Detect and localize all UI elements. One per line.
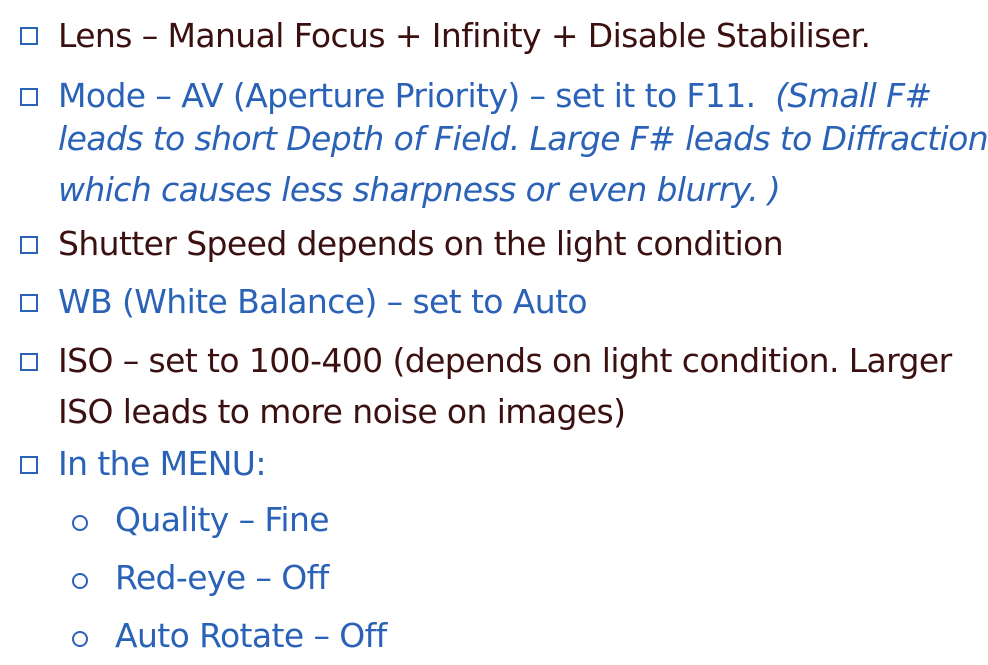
bullet-menu-text: In the MENU:: [58, 444, 266, 483]
circle-bullet-icon: [72, 573, 88, 589]
bullet-lens-text: Lens – Manual Focus + Infinity + Disable…: [58, 16, 871, 55]
bullet-mode-line1: Mode – AV (Aperture Priority) – set it t…: [58, 76, 932, 116]
menu-item-auto-rotate-text: Auto Rotate – Off: [115, 616, 387, 655]
menu-item-quality-text: Quality – Fine: [115, 500, 330, 539]
bullet-mode-note-line2: leads to short Depth of Field. Large F# …: [58, 119, 988, 158]
bullet-wb-text: WB (White Balance) – set to Auto: [58, 282, 588, 321]
checkbox-square-icon: [20, 353, 38, 371]
bullet-shutter-text: Shutter Speed depends on the light condi…: [58, 224, 784, 263]
menu-item-red-eye-text: Red-eye – Off: [115, 558, 329, 597]
checkbox-square-icon: [20, 236, 38, 254]
bullet-iso-line2: ISO leads to more noise on images): [58, 392, 626, 431]
bullet-mode-note-line3: which causes less sharpness or even blur…: [58, 170, 781, 209]
bullet-mode-note-start: (Small F#: [775, 76, 932, 115]
bullet-iso-line1: ISO – set to 100-400 (depends on light c…: [58, 341, 952, 380]
bullet-mode-text: Mode – AV (Aperture Priority) – set it t…: [58, 76, 756, 115]
checkbox-square-icon: [20, 294, 38, 312]
checkbox-square-icon: [20, 456, 38, 474]
circle-bullet-icon: [72, 631, 88, 647]
checkbox-square-icon: [20, 27, 38, 45]
circle-bullet-icon: [72, 515, 88, 531]
checkbox-square-icon: [20, 88, 38, 106]
